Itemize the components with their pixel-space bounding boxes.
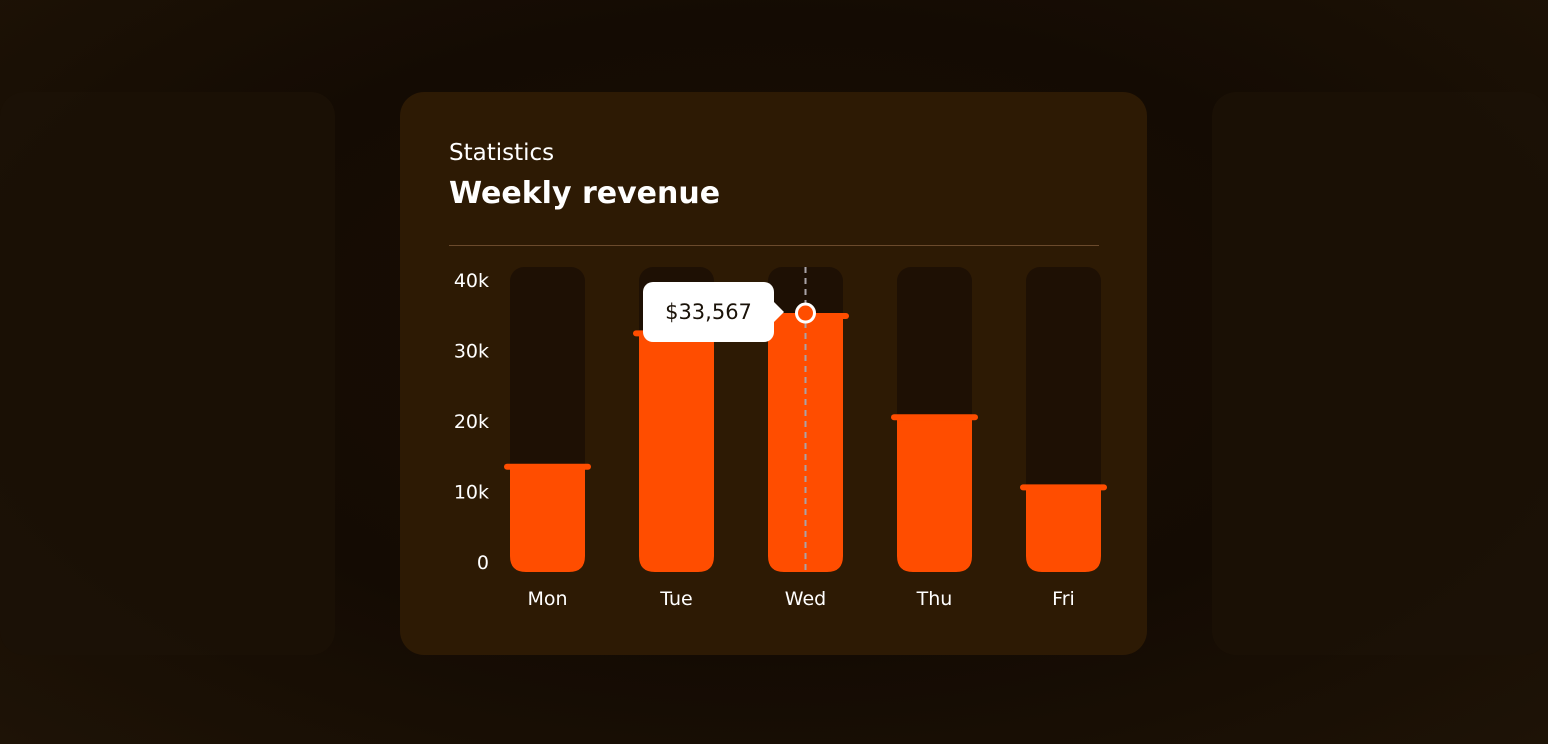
bar-chart: 0 10k 20k 30k 40k Mon Tue Wed Thu Fri <box>454 267 1107 610</box>
bar-tue <box>639 333 714 572</box>
x-tick-label: Fri <box>1052 588 1075 610</box>
bar-cap <box>1020 484 1107 491</box>
y-tick-label: 40k <box>454 270 489 292</box>
background-card-left <box>0 92 335 655</box>
bar-thu <box>897 417 972 572</box>
bar-mon <box>510 466 585 572</box>
divider <box>449 245 1099 246</box>
bar-cap <box>504 463 591 470</box>
x-tick-label: Tue <box>659 588 692 610</box>
hover-point <box>795 302 816 324</box>
y-tick-label: 10k <box>454 482 489 504</box>
x-tick-label: Thu <box>916 588 953 610</box>
x-tick-label: Mon <box>527 588 567 610</box>
background-card-right <box>1212 92 1548 655</box>
y-tick-label: 30k <box>454 341 489 363</box>
value-tooltip: $33,567 <box>643 282 784 342</box>
card-subtitle: Statistics <box>449 140 555 166</box>
card-title: Weekly revenue <box>449 176 721 211</box>
bar-cap <box>891 414 978 421</box>
bar-fri <box>1026 487 1101 572</box>
weekly-revenue-card: Statistics Weekly revenue 0 10k 20k 30k 40k M… <box>400 92 1147 655</box>
y-tick-label: 0 <box>477 552 489 574</box>
x-tick-label: Wed <box>785 588 826 610</box>
y-tick-label: 20k <box>454 411 489 433</box>
